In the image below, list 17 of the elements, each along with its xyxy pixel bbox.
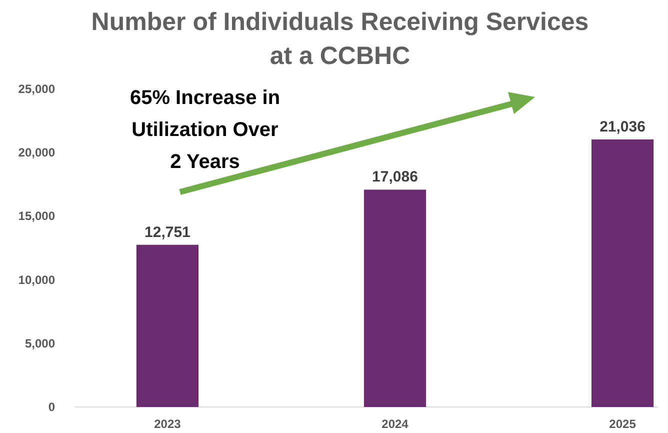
- x-tick-label: 2025: [609, 417, 636, 431]
- data-label: 21,036: [600, 118, 646, 136]
- y-tick-label: 20,000: [18, 146, 56, 160]
- y-tick-label: 25,000: [18, 82, 56, 96]
- y-tick-label: 5,000: [24, 336, 56, 350]
- chart-title: Number of Individuals Receiving Services at a CCBHC: [91, 8, 589, 70]
- y-tick-label: 10,000: [18, 272, 56, 287]
- annotation: 65% Increase in Utilization Over 2 Years: [130, 87, 280, 173]
- bar: [591, 139, 654, 407]
- bar: [136, 244, 199, 407]
- data-label: 17,086: [372, 168, 418, 186]
- bar: [364, 190, 426, 407]
- y-tick-label: 0: [48, 400, 56, 414]
- y-tick-label: 15,000: [18, 209, 56, 224]
- x-tick-label: 2023: [154, 417, 182, 431]
- data-label: 12,751: [144, 224, 190, 241]
- x-tick-label: 2024: [382, 417, 409, 431]
